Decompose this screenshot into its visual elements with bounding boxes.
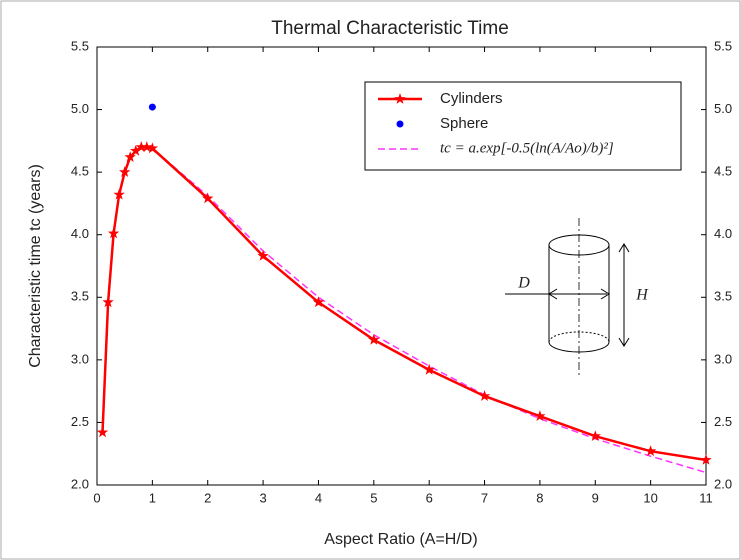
x-tick-label: 1 bbox=[149, 490, 156, 505]
star-marker bbox=[119, 166, 131, 177]
annotation: D bbox=[517, 275, 530, 292]
star-marker bbox=[146, 142, 159, 154]
star-marker bbox=[368, 333, 380, 345]
x-tick-label: 6 bbox=[426, 490, 433, 505]
star-marker bbox=[589, 430, 601, 441]
y-tick-label: 3.5 bbox=[71, 289, 89, 304]
star-marker bbox=[113, 188, 125, 200]
plot-frame bbox=[96, 46, 707, 486]
x-tick-label: 10 bbox=[643, 490, 657, 505]
star-marker bbox=[312, 296, 325, 308]
x-tick-label: 3 bbox=[259, 490, 266, 505]
x-tick-label: 11 bbox=[699, 490, 713, 505]
y-tick-label: 4.0 bbox=[71, 226, 89, 241]
legend-marker bbox=[394, 93, 406, 104]
star-marker bbox=[423, 363, 435, 375]
y-tick-label: 5.0 bbox=[71, 101, 89, 116]
star-marker bbox=[130, 144, 142, 156]
y-tick-label: 5.0 bbox=[714, 101, 732, 116]
star-marker bbox=[124, 151, 136, 162]
star-marker bbox=[202, 192, 214, 204]
star-marker bbox=[257, 250, 269, 261]
y-tick-label: 3.0 bbox=[714, 351, 732, 366]
y-tick-label: 5.5 bbox=[71, 38, 89, 53]
y-tick-label: 2.0 bbox=[71, 476, 89, 491]
star-marker bbox=[534, 410, 546, 421]
y-tick-label: 4.5 bbox=[714, 164, 732, 179]
x-tick-label: 9 bbox=[592, 490, 599, 505]
y-tick-label: 3.5 bbox=[714, 289, 732, 304]
x-tick-label: 5 bbox=[370, 490, 377, 505]
sphere-point bbox=[148, 103, 156, 111]
chart-title: Thermal Characteristic Time bbox=[271, 18, 509, 39]
star-marker bbox=[700, 454, 712, 465]
y-axis-label: Characteristic time tc (years) bbox=[27, 164, 44, 368]
star-marker bbox=[96, 426, 109, 438]
legend-label: tc = a.exp[-0.5(ln(A/Ao)/b)²] bbox=[440, 140, 614, 156]
x-axis-label: Aspect Ratio (A=H/D) bbox=[324, 531, 477, 548]
y-tick-label: 2.5 bbox=[714, 414, 732, 429]
y-tick-label: 4.0 bbox=[714, 226, 732, 241]
legend bbox=[364, 81, 682, 171]
y-tick-label: 3.0 bbox=[71, 351, 89, 366]
x-tick-label: 8 bbox=[536, 490, 543, 505]
star-marker bbox=[102, 296, 114, 308]
legend-label: Sphere bbox=[440, 115, 488, 132]
y-tick-label: 2.5 bbox=[71, 414, 89, 429]
x-tick-label: 0 bbox=[93, 490, 100, 505]
y-tick-label: 2.0 bbox=[714, 476, 732, 491]
star-marker bbox=[135, 141, 147, 152]
cylinder-diagram bbox=[505, 218, 630, 378]
x-tick-label: 2 bbox=[204, 490, 211, 505]
star-marker bbox=[478, 390, 491, 401]
annotation: H bbox=[635, 287, 649, 304]
star-marker bbox=[644, 445, 657, 457]
series-line bbox=[101, 145, 707, 462]
y-tick-label: 5.5 bbox=[714, 38, 732, 53]
legend-marker bbox=[396, 120, 404, 128]
y-tick-label: 4.5 bbox=[71, 164, 89, 179]
legend-label: Cylinders bbox=[440, 90, 503, 107]
star-marker bbox=[107, 227, 120, 239]
x-tick-label: 7 bbox=[481, 490, 488, 505]
x-tick-label: 4 bbox=[315, 490, 322, 505]
